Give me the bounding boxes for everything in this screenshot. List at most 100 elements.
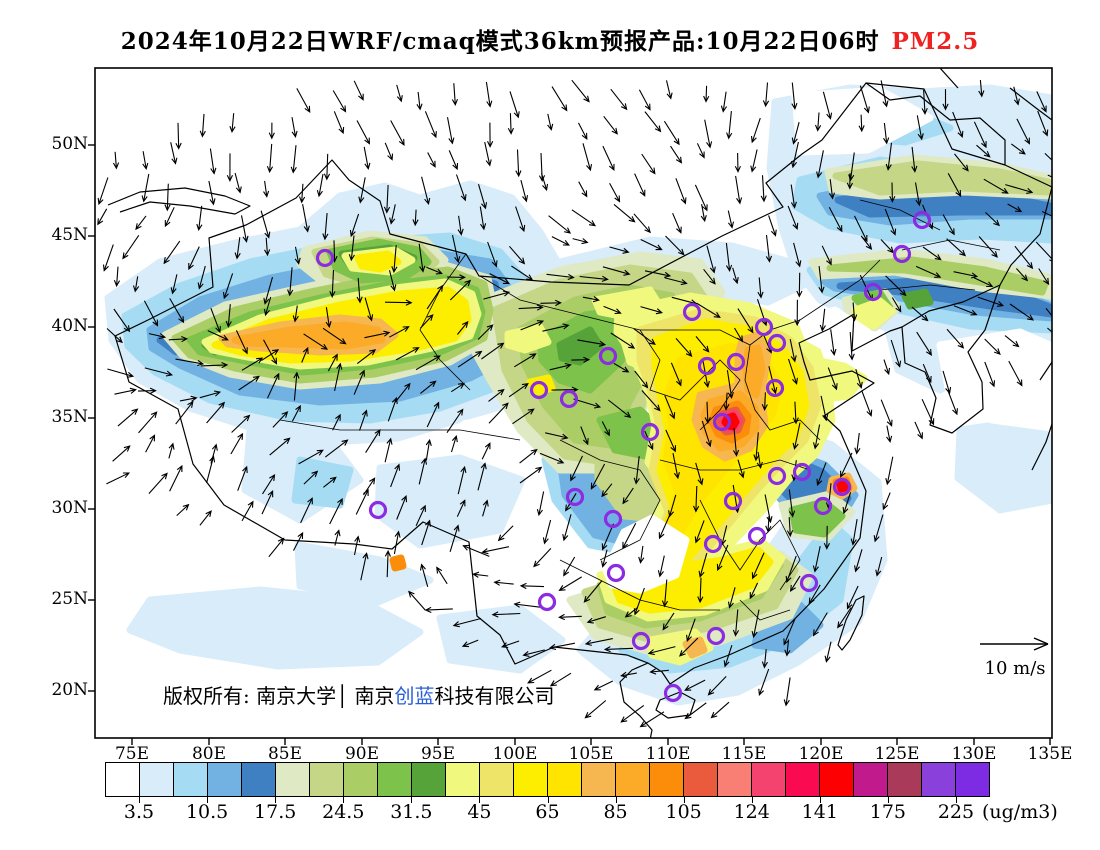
city-station-marker <box>863 282 883 302</box>
city-station-marker <box>765 378 785 398</box>
map-content <box>95 68 1052 738</box>
axis-ticks <box>88 144 1051 745</box>
city-station-marker <box>529 380 549 400</box>
colorbar-tick <box>955 797 957 803</box>
city-station-marker <box>537 592 557 612</box>
colorbar-cell <box>480 763 514 796</box>
colorbar-cell <box>786 763 820 796</box>
lat-tick-label: 45N <box>51 225 88 245</box>
city-station-marker <box>754 317 774 337</box>
lat-tick-label: 35N <box>51 407 88 427</box>
lon-tick-label: 80E <box>191 744 227 764</box>
city-station-marker <box>315 248 335 268</box>
lon-tick-label: 75E <box>114 744 150 764</box>
colorbar-tick <box>343 797 345 803</box>
city-station-marker <box>706 626 726 646</box>
company-name-prefix: 南京 <box>348 684 395 708</box>
copyright-divider: │ <box>336 684 349 708</box>
colorbar-cell <box>242 763 276 796</box>
city-station-marker <box>640 422 660 442</box>
city-station-marker <box>697 356 717 376</box>
province-borders <box>279 199 1001 621</box>
colorbar-tick-label: 45 <box>467 801 492 823</box>
wind-reference-legend: 10 m/s <box>960 634 1070 679</box>
city-station-marker <box>747 526 767 546</box>
colorbar-tick-label: 124 <box>733 801 770 823</box>
title-pollutant-label: PM2.5 <box>891 28 980 55</box>
city-station-marker <box>767 466 787 486</box>
colorbar-tick <box>547 797 549 803</box>
colorbar-tick <box>479 797 481 803</box>
colorbar-tick-label: 225 <box>937 801 975 823</box>
colorbar-tick <box>139 797 141 803</box>
lat-tick-label: 20N <box>51 680 88 700</box>
city-station-marker <box>799 573 819 593</box>
colorbar-tick-label: 17.5 <box>254 801 297 823</box>
city-station-marker <box>598 346 618 366</box>
city-station-marker <box>832 477 852 497</box>
lon-tick-label: 110E <box>645 744 691 764</box>
colorbar-cell <box>412 763 446 796</box>
colorbar-cell <box>820 763 854 796</box>
title-text: 2024年10月22日WRF/cmaq模式36km预报产品:10月22日06时 <box>120 28 880 55</box>
city-station-marker <box>606 563 626 583</box>
city-station-marker <box>813 496 833 516</box>
colorbar-tick-label: 24.5 <box>322 801 365 823</box>
lon-tick-label: 125E <box>874 744 920 764</box>
colorbar-tick-label: 10.5 <box>185 801 229 823</box>
copyright-owner: 版权所有: 南京大学 <box>163 684 337 708</box>
wind-reference-label: 10 m/s <box>984 658 1046 679</box>
colorbar-tick <box>207 797 209 803</box>
colorbar-tick <box>887 797 889 803</box>
colorbar-cell <box>718 763 752 796</box>
map-frame <box>94 67 1053 739</box>
colorbar-cell <box>106 763 140 796</box>
colorbar-tick-label: 65 <box>535 801 560 823</box>
company-name-highlight: 创蓝 <box>394 684 435 708</box>
colorbar-tick <box>751 797 753 803</box>
colorbar-tick-label: 105 <box>665 801 702 823</box>
city-station-marker <box>631 631 651 651</box>
pm25-colorbar <box>105 762 990 797</box>
colorbar-tick <box>275 797 277 803</box>
colorbar-tick-label: 141 <box>801 801 838 823</box>
city-station-marker <box>682 302 702 322</box>
colorbar-tick-label: 3.5 <box>123 801 155 823</box>
lat-tick-label: 40N <box>51 316 88 336</box>
city-station-marker <box>559 389 579 409</box>
colorbar-tick <box>683 797 685 803</box>
colorbar-cell <box>446 763 480 796</box>
lon-tick-label: 85E <box>267 744 303 764</box>
colorbar-tick-label: 175 <box>869 801 907 823</box>
lat-tick-label: 50N <box>51 134 88 154</box>
city-station-marker <box>663 683 683 703</box>
lon-tick-label: 130E <box>951 744 997 764</box>
colorbar-cell <box>378 763 412 796</box>
city-station-marker <box>603 509 623 529</box>
colorbar-cell <box>514 763 548 796</box>
colorbar-cell <box>752 763 786 796</box>
colorbar-cell <box>616 763 650 796</box>
city-station-marker <box>565 487 585 507</box>
colorbar-cell <box>956 763 989 796</box>
station-markers <box>315 210 932 703</box>
colorbar-cell <box>650 763 684 796</box>
colorbar-cell <box>854 763 888 796</box>
colorbar-cell <box>344 763 378 796</box>
wind-reference-arrow-icon <box>980 637 1049 651</box>
colorbar-tick-label: 85 <box>603 801 628 823</box>
city-station-marker <box>712 412 732 432</box>
company-name-suffix: 科技有限公司 <box>434 684 555 708</box>
colorbar-cell <box>582 763 616 796</box>
lon-tick-label: 90E <box>344 744 380 764</box>
colorbar-unit: (ug/m3) <box>982 801 1058 823</box>
copyright-text: 版权所有: 南京大学│ 南京创蓝科技有限公司 <box>163 680 555 709</box>
city-station-marker <box>726 352 746 372</box>
colorbar-cell <box>174 763 208 796</box>
lon-tick-label: 115E <box>721 744 767 764</box>
city-station-marker <box>723 491 743 511</box>
colorbar-cell <box>888 763 922 796</box>
lon-tick-label: 100E <box>492 744 538 764</box>
